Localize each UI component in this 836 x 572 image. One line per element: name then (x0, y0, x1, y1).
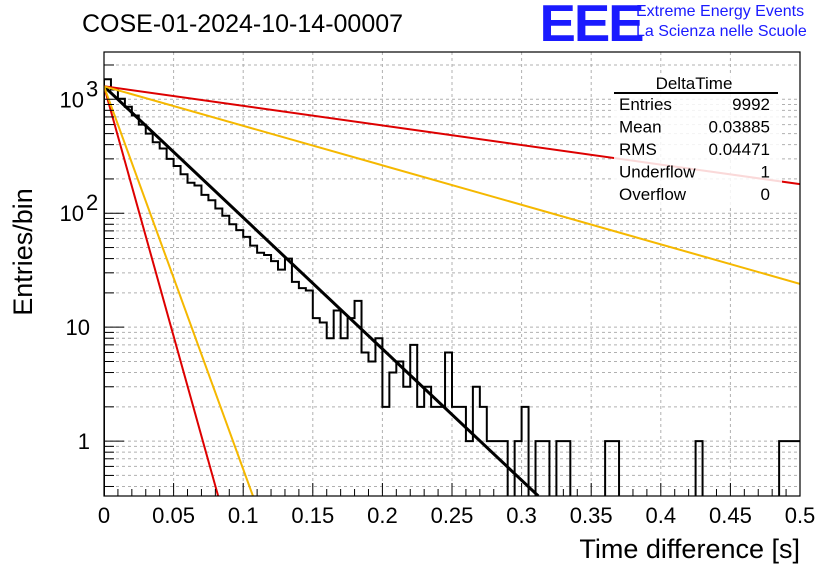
stats-title: DeltaTime (656, 74, 733, 93)
x-tick-labels: 0 0.05 0.1 0.15 0.2 0.25 0.3 0.35 0.4 0.45 0.5 (98, 503, 815, 528)
org-name-line2: La Scienza nelle Scuole (636, 23, 807, 40)
stats-label: Entries (619, 95, 672, 114)
x-tick-label: 0.3 (506, 503, 537, 528)
x-axis-label: Time difference [s] (579, 534, 800, 564)
stats-value: 0.04471 (709, 140, 770, 159)
x-tick-label: 0.1 (228, 503, 259, 528)
fit-line (104, 86, 220, 496)
stats-value: 0.03885 (709, 118, 770, 137)
stats-label: RMS (619, 140, 657, 159)
y-tick-label: 10 (66, 315, 90, 340)
fit-line (104, 85, 800, 285)
x-tick-label: 0.05 (152, 503, 195, 528)
x-tick-label: 0 (98, 503, 110, 528)
histogram-bars (104, 78, 800, 496)
x-tick-label: 0.35 (570, 503, 613, 528)
axis-ticks (103, 64, 801, 496)
y-tick-label: 10 (60, 87, 84, 112)
stats-value: 9992 (732, 95, 770, 114)
y-tick-label: 1 (78, 429, 90, 454)
fit-line (104, 85, 540, 496)
y-axis-label: Entries/bin (8, 188, 38, 316)
org-name-line1: Extreme Energy Events (636, 3, 805, 20)
stats-label: Underflow (619, 163, 696, 182)
x-tick-label: 0.4 (646, 503, 677, 528)
x-tick-label: 0.2 (367, 503, 398, 528)
grid-lines (104, 52, 800, 496)
histogram-outline (104, 78, 800, 496)
y-tick-exponent: 3 (86, 76, 98, 101)
stats-box-bg (614, 74, 782, 208)
x-tick-label: 0.45 (709, 503, 752, 528)
stats-label: Mean (619, 118, 662, 137)
y-tick-label: 10 (60, 201, 84, 226)
eee-logo: EEE (539, 0, 645, 53)
histogram-title: COSE-01-2024-10-14-00007 (82, 10, 404, 38)
x-tick-label: 0.5 (785, 503, 816, 528)
x-tick-label: 0.15 (291, 503, 334, 528)
stats-label: Overflow (619, 185, 687, 204)
stats-value: 0 (761, 185, 770, 204)
y-tick-exponent: 2 (86, 190, 98, 215)
x-tick-label: 0.25 (431, 503, 474, 528)
stats-box: DeltaTime Entries 9992 Mean 0.03885 RMS 0.044… (614, 74, 782, 208)
stats-value: 1 (761, 163, 770, 182)
fit-line (104, 85, 254, 496)
